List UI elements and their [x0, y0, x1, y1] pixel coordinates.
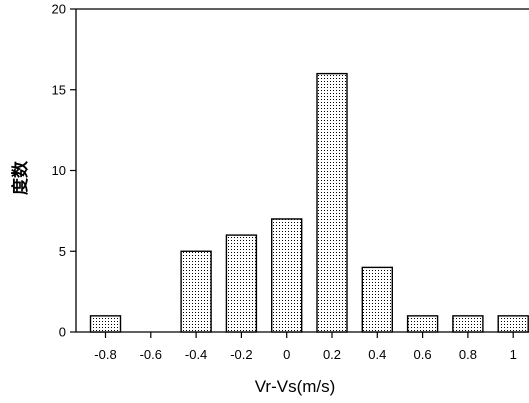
y-tick-label: 20: [52, 2, 66, 17]
bar: [361, 266, 393, 333]
x-tick-label: 1: [510, 347, 517, 362]
y-axis-title: 度数: [10, 160, 31, 195]
bar: [180, 250, 212, 333]
y-tick-label: 15: [52, 82, 66, 97]
y-axis: 0 5 10 15 20: [52, 2, 76, 340]
x-axis-title: Vr-Vs(m/s): [255, 377, 336, 396]
bar: [452, 315, 484, 333]
plot-frame: [75, 8, 529, 333]
bars: [89, 72, 529, 333]
x-tick-label: 0.4: [368, 347, 386, 362]
y-tick-label: 0: [59, 325, 66, 340]
bar: [497, 315, 529, 333]
x-tick-label: 0.2: [323, 347, 341, 362]
x-tick-label: -0.2: [230, 347, 252, 362]
x-tick-label: -0.4: [185, 347, 207, 362]
bar: [271, 218, 303, 333]
y-tick-label: 10: [52, 163, 66, 178]
x-tick-label: -0.8: [94, 347, 116, 362]
x-tick-label: 0.6: [414, 347, 432, 362]
x-tick-label: 0.8: [459, 347, 477, 362]
x-axis: -0.8 -0.6 -0.4 -0.2 0 0.2 0.4 0.6 0.8 1: [94, 332, 517, 362]
x-tick-label: -0.6: [140, 347, 162, 362]
bar: [316, 72, 348, 333]
bar: [89, 315, 122, 333]
bar: [406, 315, 439, 333]
y-tick-label: 5: [59, 244, 66, 259]
bar: [225, 234, 258, 333]
x-tick-label: 0: [283, 347, 290, 362]
